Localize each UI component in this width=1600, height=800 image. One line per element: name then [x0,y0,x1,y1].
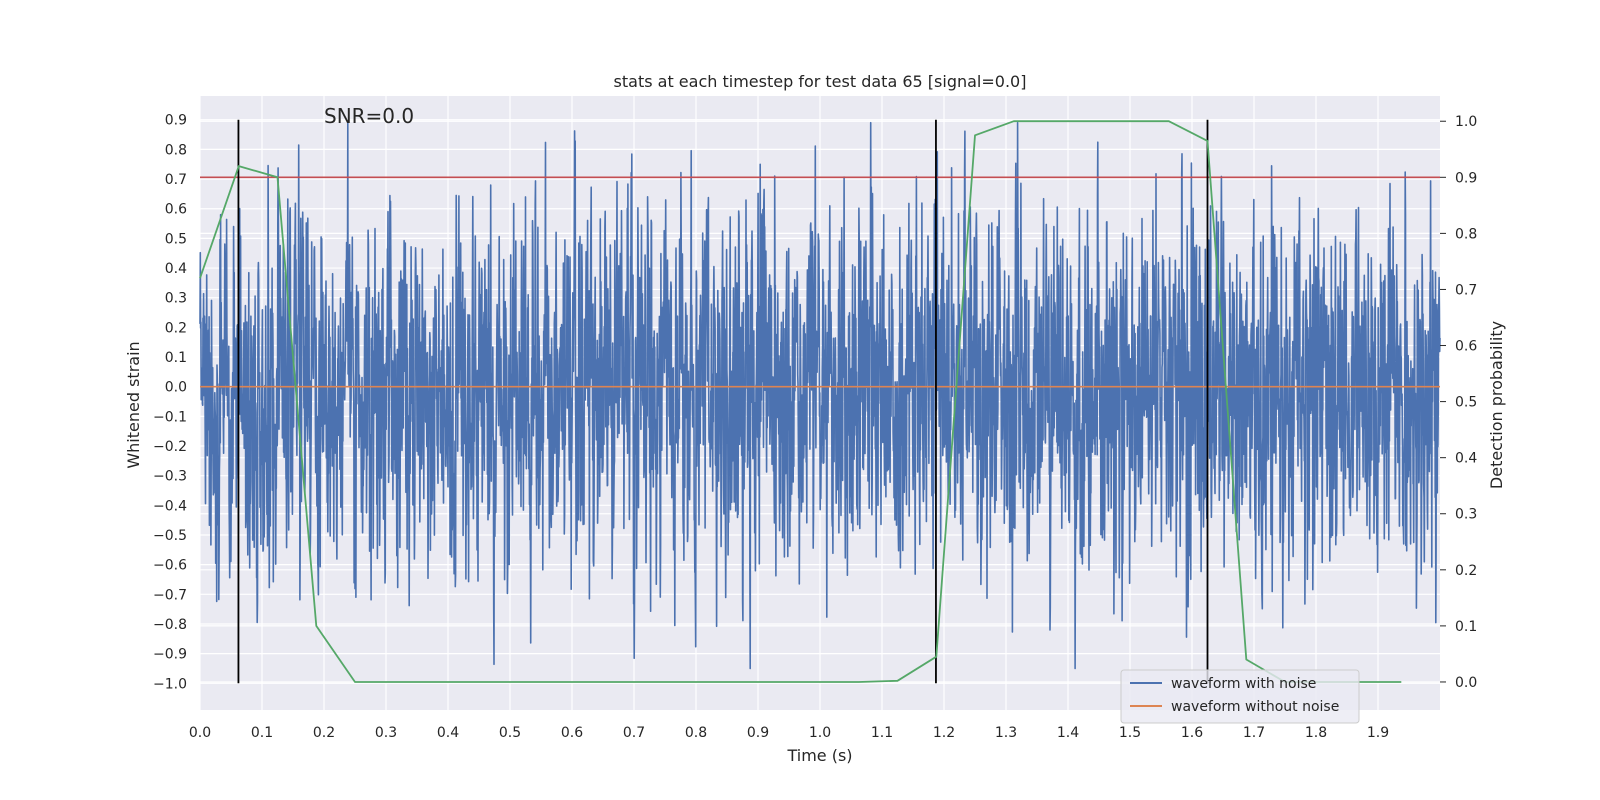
y-tick-label-right: 0.0 [1455,675,1477,691]
y-tick-label-left: −0.2 [153,439,187,455]
y-tick-label-right: 0.9 [1455,170,1477,186]
legend-label-clean: waveform without noise [1171,699,1339,715]
x-tick-label: 1.9 [1367,725,1389,741]
y-tick-label-right: 0.7 [1455,282,1477,298]
x-tick-label: 1.8 [1305,725,1327,741]
y-tick-label-left: −0.6 [153,558,187,574]
x-tick-label: 0.6 [561,725,583,741]
y-tick-label-left: −1.0 [153,676,187,692]
x-tick-label: 0.2 [313,725,335,741]
y-tick-label-right: 0.5 [1455,395,1477,411]
y-tick-label-left: −0.4 [153,498,187,514]
y-tick-label-right: 0.8 [1455,226,1477,242]
y-tick-label-right: 0.4 [1455,451,1477,467]
legend-label-noise: waveform with noise [1171,676,1316,692]
y-tick-label-left: −0.9 [153,647,187,663]
x-tick-label: 1.7 [1243,725,1265,741]
ticks: 0.0 0.1 0.2 0.3 0.4 0.5 0.6 0.7 0.8 0.9 1.0 1.1 1.2 1… [153,113,1477,741]
x-tick-label: 0.8 [685,725,707,741]
y-tick-label-left: 0.8 [165,142,187,158]
y-tick-label-left: 0.4 [165,261,187,277]
x-tick-label: 0.9 [747,725,769,741]
x-tick-label: 1.3 [995,725,1017,741]
y-tick-label-left: 0.7 [165,172,187,188]
legend-box [1120,669,1360,724]
x-tick-label: 1.4 [1057,725,1079,741]
y-tick-label-left: 0.6 [165,202,187,218]
y-tick-label-left: 0.9 [165,113,187,129]
y-tick-label-right: 1.0 [1455,114,1477,130]
y-axis-title-right: Detection probability [1487,321,1506,489]
x-tick-label: 0.3 [375,725,397,741]
y-tick-label-left: −0.1 [153,409,187,425]
y-tick-label-left: 0.0 [165,380,187,396]
snr-annotation: SNR=0.0 [324,104,414,128]
y-tick-label-right: 0.2 [1455,563,1477,579]
x-tick-label: 0.4 [437,725,459,741]
x-tick-label: 0.5 [499,725,521,741]
x-tick-label: 1.2 [933,725,955,741]
y-tick-label-left: −0.7 [153,587,187,603]
y-tick-label-right: 0.1 [1455,619,1477,635]
y-tick-label-left: 0.1 [165,350,187,366]
x-tick-label: 0.1 [251,725,273,741]
x-axis-title: Time (s) [786,746,852,765]
legend: waveform with noise waveform without noi… [1120,669,1360,724]
x-tick-label: 1.6 [1181,725,1203,741]
y-tick-label-left: 0.3 [165,291,187,307]
y-tick-label-left: −0.8 [153,617,187,633]
x-tick-label: 0.7 [623,725,645,741]
series-line-probability [199,120,1402,683]
x-tick-label: 1.0 [809,725,831,741]
series-layer [199,119,1441,684]
y-axis-title-left: Whitened strain [124,341,143,468]
x-tick-label: 1.5 [1119,725,1141,741]
y-tick-label-left: 0.5 [165,231,187,247]
y-tick-label-right: 0.6 [1455,339,1477,355]
x-tick-label: 1.1 [871,725,893,741]
y-tick-label-left: −0.5 [153,528,187,544]
y-tick-label-left: 0.2 [165,320,187,336]
series-line-noise [199,121,1441,670]
x-tick-label: 0.0 [189,725,211,741]
y-tick-label-left: −0.3 [153,469,187,485]
chart-title: stats at each timestep for test data 65 … [614,72,1027,91]
y-tick-label-right: 0.3 [1455,507,1477,523]
